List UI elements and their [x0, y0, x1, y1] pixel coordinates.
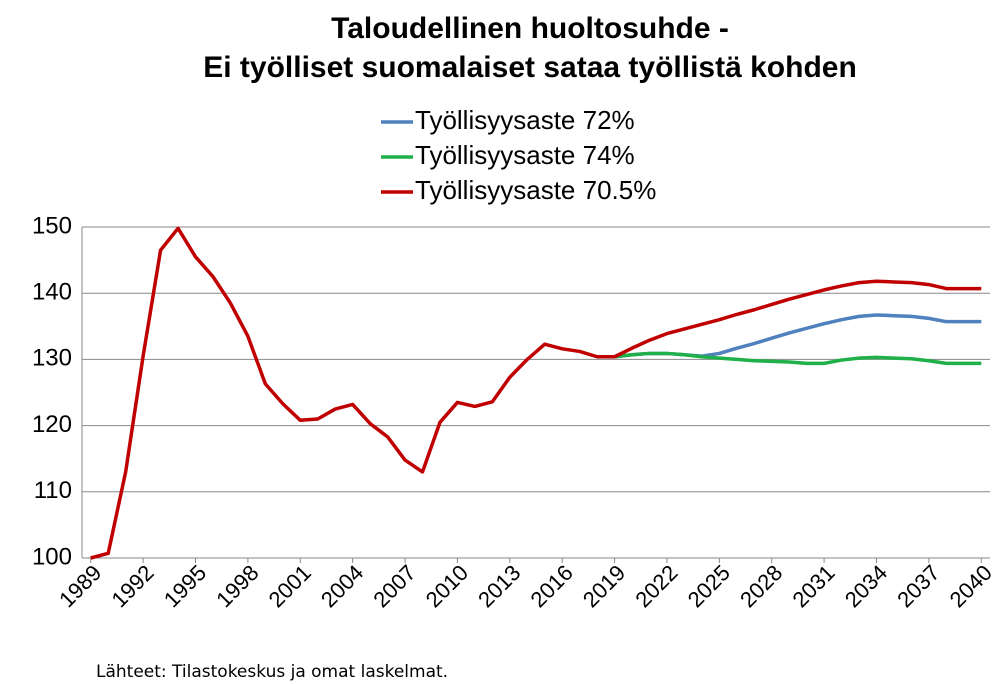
x-tick-label: 2025: [683, 560, 735, 612]
x-tick-label: 2028: [735, 560, 787, 612]
x-tick-label: 1998: [211, 560, 263, 612]
y-tick-label: 110: [34, 477, 72, 504]
x-tick-label: 1992: [106, 560, 158, 612]
x-tick-label: 2022: [630, 560, 682, 612]
x-tick-label: 2019: [578, 560, 630, 612]
x-tick-label: 2004: [316, 560, 368, 612]
y-tick-label: 130: [32, 345, 72, 372]
chart-title: Taloudellinen huoltosuhde -: [331, 12, 729, 45]
x-tick-label: 2010: [421, 560, 473, 612]
legend-label: Työllisyysaste 70.5%: [415, 175, 656, 205]
x-tick-label: 2013: [473, 560, 525, 612]
chart-title: Ei työlliset suomalaiset sataa työllistä…: [203, 51, 857, 84]
x-tick-label: 2037: [892, 560, 944, 612]
x-tick-label: 2001: [264, 560, 316, 612]
source-note: Lähteet: Tilastokeskus ja omat laskelmat…: [96, 662, 448, 682]
y-tick-label: 120: [32, 411, 72, 438]
y-tick-label: 100: [32, 543, 72, 570]
legend-label: Työllisyysaste 72%: [415, 105, 635, 135]
series-line: [614, 313, 982, 359]
x-tick-label: 2040: [945, 560, 995, 612]
x-tick-label: 2007: [368, 560, 420, 612]
series-line: [614, 351, 982, 366]
legend-label: Työllisyysaste 74%: [415, 140, 635, 170]
x-tick-label: 2034: [840, 560, 892, 612]
x-tick-label: 1995: [159, 560, 211, 612]
x-tick-label: 2031: [787, 560, 839, 612]
y-tick-label: 150: [32, 212, 72, 239]
y-tick-label: 140: [32, 279, 72, 306]
series-line: [90, 226, 982, 560]
x-tick-label: 2016: [526, 560, 578, 612]
